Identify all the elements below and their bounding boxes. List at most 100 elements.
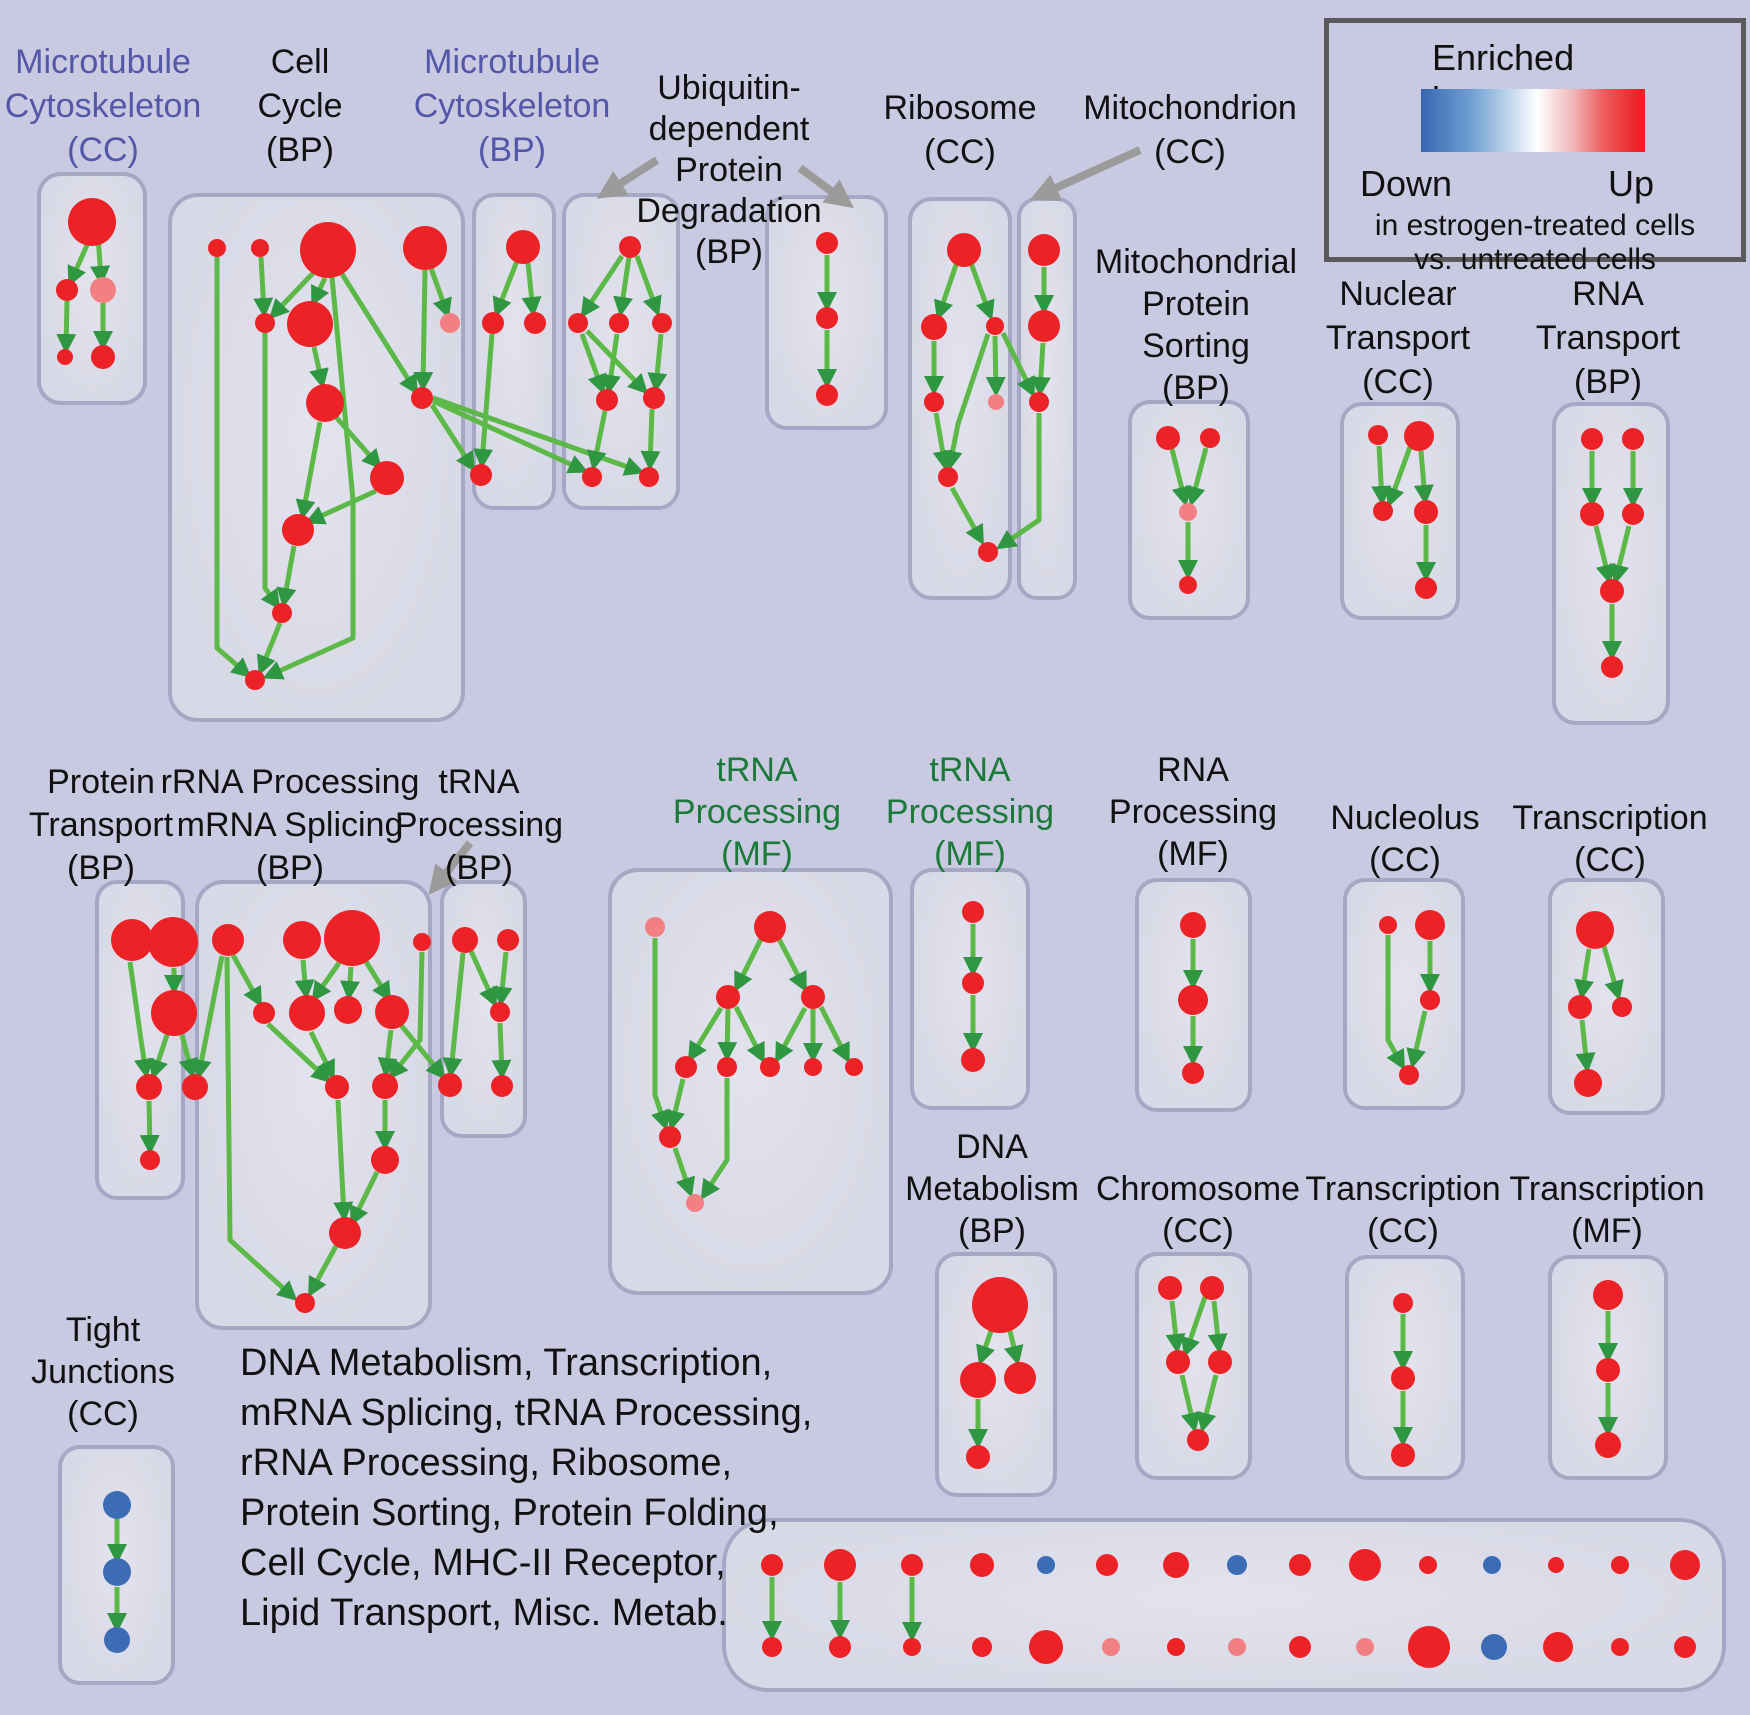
go-term-node-mitochondrion: [1029, 392, 1049, 412]
enrichment-edge-arrow: [1413, 450, 1434, 505]
enrichment-edge-arrow: [775, 1006, 808, 1064]
cluster-label-line: (BP): [1162, 369, 1230, 407]
go-term-node-miscellaneous: [1543, 1632, 1573, 1662]
cluster-label-line: Degradation: [636, 191, 822, 230]
go-term-node-rna-transport: [1601, 656, 1623, 678]
go-term-node-miscellaneous: [824, 1549, 856, 1581]
enrichment-edge-arrow: [932, 412, 953, 471]
cluster-label-chromosome-cc: Chromosome (CC): [1096, 1168, 1300, 1252]
enrichment-edge-arrow: [398, 1022, 446, 1080]
cluster-box-microtubule-cytoskeleton-cc: [37, 172, 147, 405]
enrichment-edge-arrow: [647, 333, 668, 393]
cluster-label-line: Protein: [675, 150, 783, 189]
go-term-node-rrna-processing: [413, 933, 431, 951]
go-term-node-transcription-cc-1: [1574, 1069, 1602, 1097]
go-term-node-mitochondrial-protein-sorting: [1179, 576, 1197, 594]
go-term-node-chromosome: [1187, 1429, 1209, 1451]
enrichment-edge-arrow: [1030, 342, 1051, 397]
cluster-label-tight-junctions-cc: Tight Junctions (CC): [31, 1309, 175, 1435]
go-term-node-cell-cycle: [272, 603, 292, 623]
go-term-node-ubiquitin-degradation-1: [643, 387, 665, 409]
cluster-label-trna-processing-mf-2: tRNA Processing (MF): [886, 749, 1054, 875]
cluster-label-line: Cell: [270, 43, 330, 81]
cluster-label-line: Protein: [47, 762, 155, 801]
cluster-label-nucleolus-cc: Nucleolus (CC): [1330, 797, 1479, 881]
go-term-node-ribosome: [924, 392, 944, 412]
enrichment-edge-arrow: [586, 410, 608, 471]
cluster-label-line: (BP): [256, 848, 324, 887]
go-term-node-cell-cycle: [251, 239, 269, 257]
go-term-node-transcription-cc-2: [1391, 1366, 1415, 1390]
enrichment-edge-arrow: [339, 272, 419, 396]
go-term-node-mitochondrial-protein-sorting: [1156, 426, 1180, 450]
go-term-node-cell-cycle: [306, 384, 344, 422]
go-term-node-ubiquitin-degradation-2: [816, 384, 838, 406]
cluster-label-line: (BP): [695, 232, 763, 271]
go-term-node-microtubule-cytoskeleton-bp: [524, 312, 546, 334]
enrichment-edge-arrow: [1385, 935, 1405, 1071]
cluster-label-line: rRNA Processing: [160, 762, 420, 801]
enrichment-edge-arrow: [139, 1100, 160, 1155]
cluster-label-line: Transcription: [1509, 1170, 1705, 1208]
legend-up-label: Up: [1607, 163, 1655, 204]
enrichment-edge-arrow: [214, 257, 252, 678]
go-term-node-trna-processing-bp: [452, 927, 478, 953]
enrichment-edge-arrow: [428, 267, 452, 319]
cluster-label-line: (CC): [1574, 841, 1646, 879]
cluster-label-line: (BP): [477, 131, 546, 169]
enrichment-edge-arrow: [665, 1078, 686, 1131]
cluster-label-line: (CC): [67, 1395, 139, 1433]
go-term-node-tight-junctions: [104, 1627, 130, 1653]
go-term-node-miscellaneous: [1289, 1554, 1311, 1576]
cluster-label-rna-transport-bp: RNA Transport (BP): [1536, 272, 1680, 404]
cluster-label-line: Microtubule: [15, 43, 191, 81]
cluster-label-line: (MF): [721, 835, 793, 873]
go-term-node-rrna-processing: [325, 1075, 349, 1099]
enrichment-edge-arrow: [996, 413, 1042, 550]
go-term-node-cell-cycle: [440, 313, 460, 333]
go-term-node-trna-processing-bp: [490, 1002, 510, 1022]
go-term-node-ribosome: [988, 394, 1004, 410]
enrichment-edge-arrow: [492, 951, 513, 1007]
cluster-label-line: (MF): [1157, 835, 1229, 873]
enrichment-edge-arrow: [687, 1006, 724, 1063]
go-term-node-rrna-processing: [283, 921, 321, 959]
go-term-node-nucleolus: [1399, 1065, 1419, 1085]
go-term-node-transcription-cc-2: [1391, 1443, 1415, 1467]
cluster-label-line: (CC): [1367, 1212, 1439, 1250]
go-term-node-cell-cycle: [208, 239, 226, 257]
enrichment-edge-arrow: [268, 269, 317, 320]
enrichment-edge-arrow: [56, 300, 77, 354]
cluster-label-transcription-cc-2: Transcription (CC): [1305, 1168, 1500, 1252]
go-term-node-chromosome: [1208, 1350, 1232, 1374]
cluster-label-trna-processing-bp: tRNA Processing (BP): [395, 761, 563, 890]
go-term-node-miscellaneous: [1227, 1555, 1247, 1575]
enrichment-edge-arrow: [579, 333, 607, 395]
go-term-node-mitochondrial-protein-sorting: [1200, 428, 1220, 448]
misc-text-line: mRNA Splicing, tRNA Processing,: [240, 1392, 813, 1434]
enrichment-edge-arrow: [304, 488, 378, 525]
cluster-label-line: Transcription: [1305, 1170, 1501, 1208]
go-term-node-trna-processing-mf-1: [804, 1058, 822, 1076]
go-term-node-trna-processing-mf-1: [659, 1126, 681, 1148]
go-term-node-ribosome: [938, 467, 958, 487]
enrichment-edge-arrow: [1207, 1300, 1228, 1354]
go-term-node-microtubule-cytoskeleton-cc: [91, 345, 115, 369]
misc-text-line: rRNA Processing, Ribosome,: [240, 1442, 733, 1484]
go-term-node-ribosome: [921, 314, 947, 340]
cluster-label-transcription-cc-1: Transcription (CC): [1512, 797, 1707, 881]
cluster-label-rna-processing-mf: RNA Processing (MF): [1109, 749, 1277, 875]
enrichment-edge-arrow: [262, 276, 356, 680]
cluster-label-line: Processing: [672, 793, 842, 831]
cluster-label-rrna-processing-mrna-splicing-bp: rRNA Processing mRNA Splicing (BP): [161, 761, 420, 890]
cluster-label-line: (BP): [266, 131, 334, 169]
cluster-label-microtubule-cytoskeleton-cc: Microtubule Cytoskeleton (CC): [5, 40, 202, 172]
go-term-node-miscellaneous: [1611, 1638, 1629, 1656]
go-term-node-miscellaneous: [1163, 1552, 1189, 1578]
enrichment-edge-arrow: [580, 254, 625, 318]
go-term-node-rna-transport: [1622, 428, 1644, 450]
enrichment-edge-arrow: [934, 261, 960, 321]
go-term-node-miscellaneous: [1356, 1638, 1374, 1656]
enrichment-edge-arrow: [1196, 1374, 1219, 1433]
